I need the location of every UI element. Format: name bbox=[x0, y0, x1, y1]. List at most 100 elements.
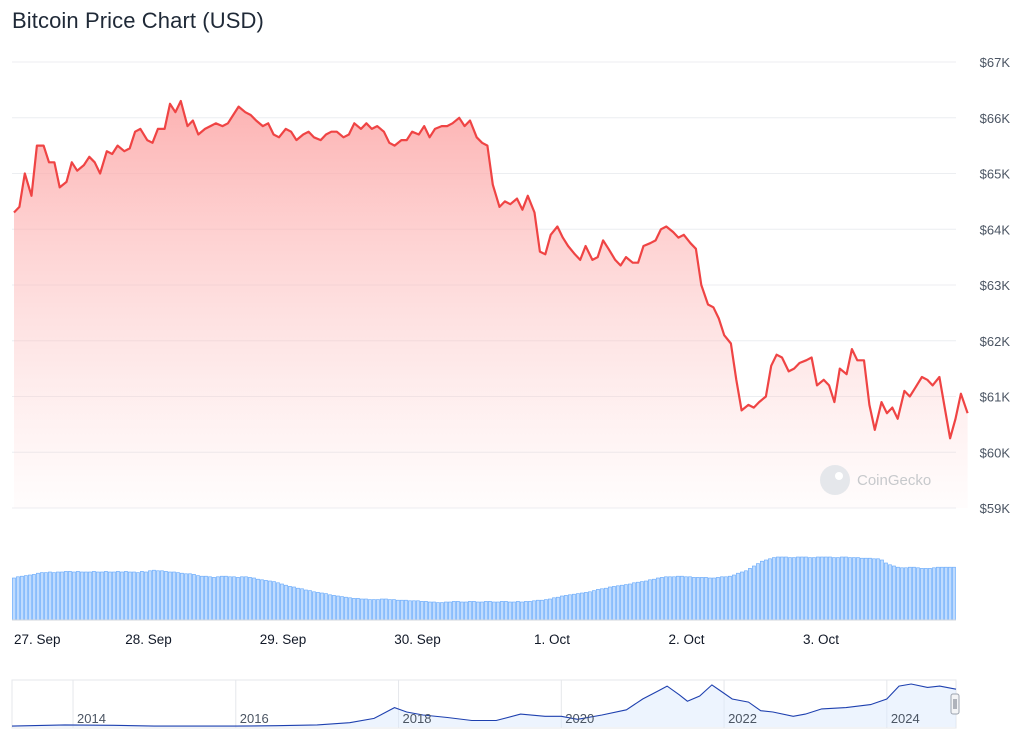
volume-bar bbox=[680, 575, 684, 621]
volume-bar bbox=[920, 568, 924, 621]
volume-bar bbox=[656, 577, 660, 621]
volume-bar bbox=[888, 564, 892, 621]
navigator-handle[interactable] bbox=[950, 693, 960, 715]
volume-bar bbox=[472, 601, 476, 621]
x-tick-label: 3. Oct bbox=[803, 632, 839, 647]
volume-bar bbox=[564, 595, 568, 621]
volume-bar bbox=[308, 590, 312, 621]
volume-bar bbox=[560, 595, 564, 621]
volume-bar bbox=[276, 582, 280, 621]
volume-bar bbox=[692, 577, 696, 621]
volume-bar bbox=[172, 571, 176, 621]
volume-bar bbox=[148, 570, 152, 621]
volume-bar bbox=[40, 572, 44, 621]
volume-bar bbox=[196, 575, 200, 621]
volume-bar bbox=[768, 558, 772, 621]
volume-bar bbox=[528, 601, 532, 621]
range-navigator[interactable]: 2014 2016 2018 2020 2022 2024 bbox=[11, 679, 960, 729]
volume-bar bbox=[580, 592, 584, 621]
x-tick-label: 29. Sep bbox=[260, 632, 307, 647]
volume-bar bbox=[828, 556, 832, 621]
volume-bar bbox=[628, 583, 632, 621]
x-tick-label: 28. Sep bbox=[125, 632, 172, 647]
navigator-tick-label: 2016 bbox=[240, 711, 269, 726]
volume-bar bbox=[312, 591, 316, 621]
volume-bar bbox=[908, 566, 912, 621]
volume-bar bbox=[924, 568, 928, 621]
volume-bar bbox=[624, 584, 628, 621]
navigator-labels: 2014 2016 2018 2020 2022 2024 bbox=[77, 711, 920, 726]
volume-bar bbox=[440, 602, 444, 621]
volume-bar bbox=[136, 572, 140, 621]
volume-bar bbox=[396, 599, 400, 621]
volume-bar bbox=[600, 588, 604, 621]
volume-bar bbox=[584, 592, 588, 621]
x-tick-label: 30. Sep bbox=[394, 632, 441, 647]
volume-bar bbox=[228, 576, 232, 621]
volume-bar bbox=[436, 602, 440, 621]
volume-bar bbox=[468, 601, 472, 621]
volume-bar bbox=[392, 599, 396, 621]
volume-bar bbox=[688, 576, 692, 621]
volume-bar bbox=[532, 600, 536, 621]
volume-bar bbox=[612, 586, 616, 621]
volume-bar bbox=[936, 566, 940, 621]
volume-bar bbox=[28, 574, 32, 621]
volume-bar bbox=[96, 571, 100, 621]
volume-bar bbox=[336, 595, 340, 621]
volume-bar bbox=[156, 570, 160, 621]
volume-bar bbox=[520, 601, 524, 621]
volume-bar bbox=[132, 571, 136, 621]
volume-bar bbox=[284, 584, 288, 621]
volume-bar bbox=[816, 556, 820, 621]
volume-bar bbox=[596, 589, 600, 621]
volume-bar bbox=[112, 571, 116, 621]
volume-bar bbox=[836, 557, 840, 621]
volume-bar bbox=[20, 575, 24, 621]
volume-bar bbox=[296, 587, 300, 621]
volume-bar bbox=[400, 599, 404, 621]
volume-bar bbox=[412, 600, 416, 621]
volume-bar bbox=[548, 598, 552, 621]
volume-bar bbox=[204, 575, 208, 621]
volume-bar bbox=[808, 557, 812, 621]
volume-bar bbox=[448, 601, 452, 621]
volume-bar bbox=[36, 572, 40, 621]
volume-bar bbox=[52, 572, 56, 621]
y-axis-labels: $67K $66K $65K $64K $63K $62K $61K $60K $59K bbox=[980, 55, 1011, 516]
volume-bar bbox=[216, 576, 220, 621]
volume-bar bbox=[932, 567, 936, 621]
volume-bar bbox=[708, 577, 712, 621]
volume-bar bbox=[404, 599, 408, 621]
volume-bar bbox=[460, 601, 464, 621]
volume-bar bbox=[916, 567, 920, 621]
volume-bar bbox=[748, 568, 752, 621]
y-tick-label: $61K bbox=[980, 390, 1011, 405]
volume-bar bbox=[200, 575, 204, 621]
volume-bar bbox=[740, 571, 744, 621]
x-tick-label: 1. Oct bbox=[534, 632, 570, 647]
volume-bar bbox=[704, 577, 708, 621]
volume-bar bbox=[432, 601, 436, 621]
volume-bar bbox=[852, 557, 856, 621]
x-tick-label: 2. Oct bbox=[668, 632, 704, 647]
volume-bar bbox=[456, 601, 460, 621]
volume-bar bbox=[616, 585, 620, 621]
volume-bar bbox=[796, 556, 800, 621]
volume-bar bbox=[812, 557, 816, 621]
volume-bar bbox=[928, 568, 932, 621]
y-tick-label: $67K bbox=[980, 55, 1011, 70]
volume-bar bbox=[420, 601, 424, 621]
volume-bar bbox=[452, 601, 456, 621]
volume-bar bbox=[12, 577, 16, 621]
volume-bar bbox=[208, 576, 212, 621]
volume-bar bbox=[868, 557, 872, 621]
volume-bar bbox=[260, 579, 264, 621]
volume-bar bbox=[684, 576, 688, 621]
y-tick-label: $60K bbox=[980, 445, 1011, 460]
volume-bar bbox=[568, 594, 572, 621]
volume-bar bbox=[700, 577, 704, 621]
volume-bar bbox=[88, 571, 92, 621]
volume-bar bbox=[424, 601, 428, 621]
